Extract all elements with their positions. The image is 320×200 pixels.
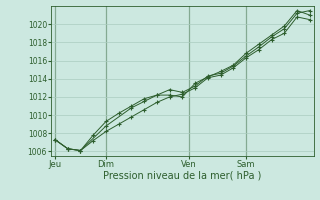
X-axis label: Pression niveau de la mer( hPa ): Pression niveau de la mer( hPa ) (103, 171, 261, 181)
